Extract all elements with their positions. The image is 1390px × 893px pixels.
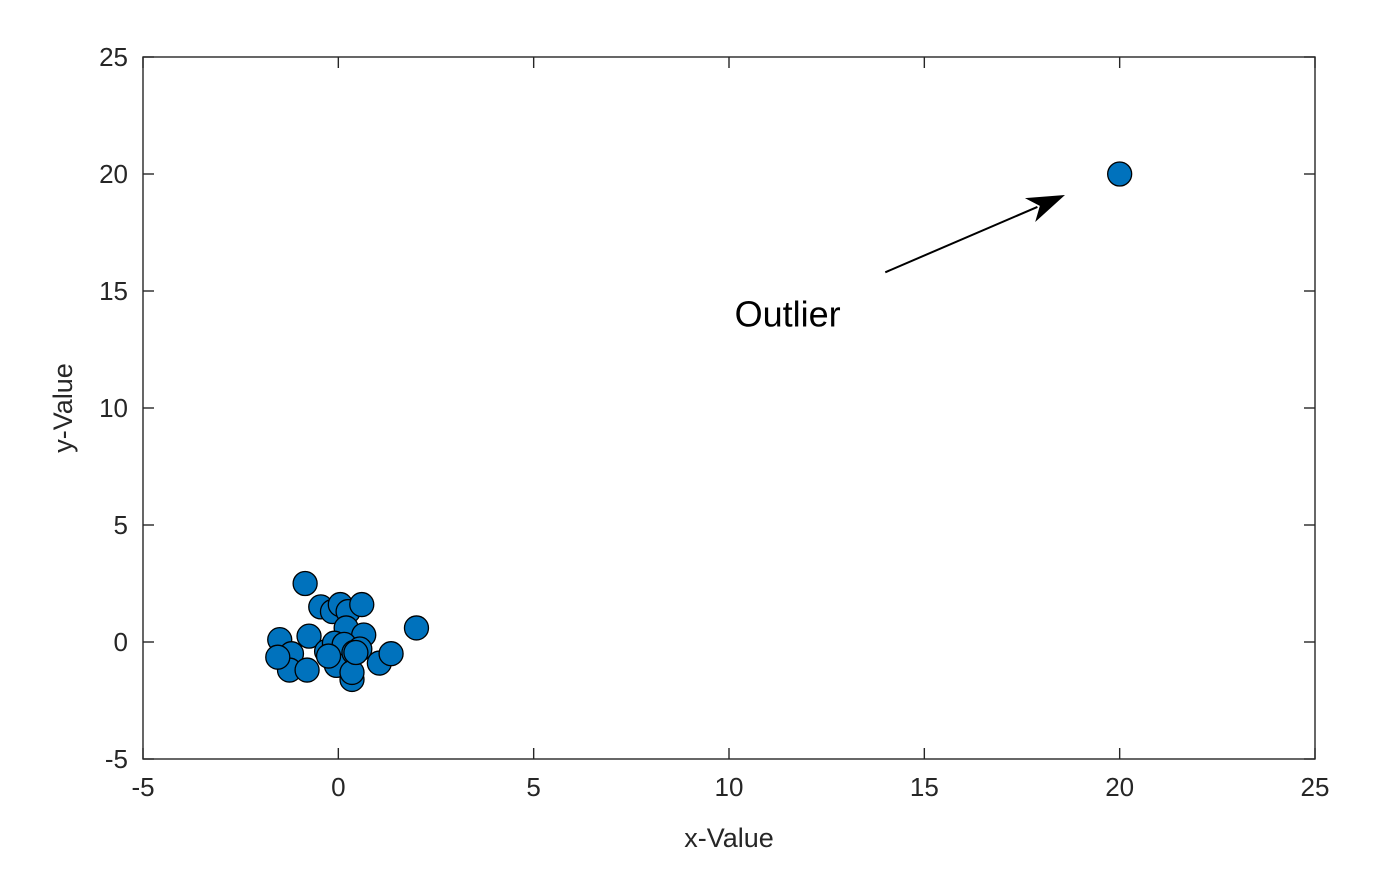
- outlier-point: [1107, 161, 1133, 187]
- y-tick-label: 15: [99, 276, 128, 306]
- data-point: [292, 570, 318, 597]
- data-point: [315, 643, 342, 669]
- x-tick-label: 20: [1105, 772, 1134, 802]
- data-point: [343, 639, 369, 666]
- data-point: [265, 644, 291, 670]
- data-point: [349, 591, 375, 618]
- annotation-arrow-head: [1024, 195, 1065, 223]
- data-point: [296, 623, 322, 649]
- annotation-arrow-shaft: [884, 205, 1038, 274]
- x-tick-label: 15: [910, 772, 939, 802]
- annotation-label: Outlier: [735, 293, 841, 334]
- x-tick-label: 0: [331, 772, 345, 802]
- x-tick-label: 5: [526, 772, 540, 802]
- x-tick-label: -5: [131, 772, 154, 802]
- data-points: [265, 161, 1133, 693]
- data-point: [403, 615, 430, 641]
- y-tick-label: 0: [114, 627, 128, 657]
- axes: -5 0 5 10 15 20 25 -5 0 5 10 15 20 25: [99, 42, 1329, 802]
- x-axis-label: x-Value: [684, 823, 774, 853]
- y-axis-label: y-Value: [48, 363, 78, 453]
- y-tick-label: 5: [114, 510, 128, 540]
- data-point: [294, 657, 320, 683]
- y-tick-label: -5: [105, 744, 128, 774]
- annotations: Outlier: [735, 195, 1065, 334]
- y-tick-label: 20: [99, 159, 128, 189]
- x-tick-label: 10: [715, 772, 744, 802]
- y-tick-label: 25: [99, 42, 128, 72]
- x-tick-label: 25: [1301, 772, 1330, 802]
- y-tick-label: 10: [99, 393, 128, 423]
- data-point: [378, 641, 404, 667]
